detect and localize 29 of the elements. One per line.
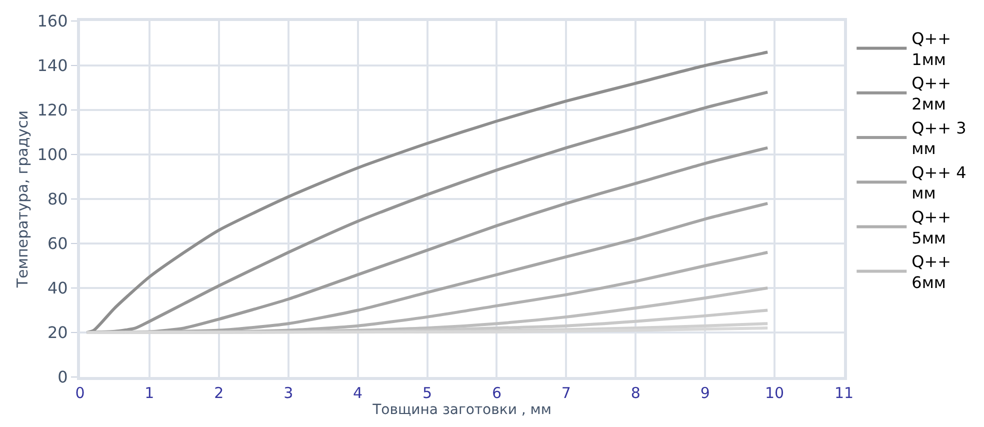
y-tick-label: 0 bbox=[58, 368, 68, 387]
legend-label: Q++ 4 мм bbox=[912, 162, 966, 203]
x-tick-label: 7 bbox=[561, 384, 571, 402]
legend-label: Q++ 2мм bbox=[912, 74, 952, 114]
x-tick-label: 11 bbox=[834, 384, 854, 402]
y-axis-title: Температура, градуси bbox=[14, 110, 32, 289]
y-tick-label: 140 bbox=[37, 56, 68, 76]
x-tick-label: 10 bbox=[765, 384, 784, 402]
x-tick-label: 0 bbox=[75, 384, 85, 402]
y-tick-label: 160 bbox=[37, 12, 68, 31]
y-tick-label: 100 bbox=[37, 145, 68, 164]
x-tick-label: 2 bbox=[214, 384, 224, 402]
x-tick-label: 9 bbox=[700, 384, 710, 402]
x-tick-label: 6 bbox=[492, 384, 502, 402]
legend-label: Q++ 5мм bbox=[912, 208, 952, 248]
y-tick-label: 80 bbox=[47, 190, 68, 209]
y-tick-label: 120 bbox=[37, 100, 68, 120]
x-tick-label: 8 bbox=[630, 384, 640, 402]
y-tick-label: 20 bbox=[47, 323, 68, 342]
x-tick-label: 3 bbox=[284, 384, 294, 402]
x-tick-label: 5 bbox=[422, 384, 432, 402]
legend-label: Q++ 3 мм bbox=[912, 118, 966, 158]
y-tick-label: 40 bbox=[47, 278, 68, 298]
x-tick-label: 1 bbox=[144, 384, 154, 402]
x-axis-title: Товщина заготовки , мм bbox=[372, 402, 552, 418]
legend-label: Q++ 1мм bbox=[912, 29, 952, 69]
x-tick-label: 4 bbox=[353, 384, 363, 402]
legend-label: Q++ 6мм bbox=[912, 252, 952, 292]
y-tick-label: 60 bbox=[47, 234, 68, 254]
